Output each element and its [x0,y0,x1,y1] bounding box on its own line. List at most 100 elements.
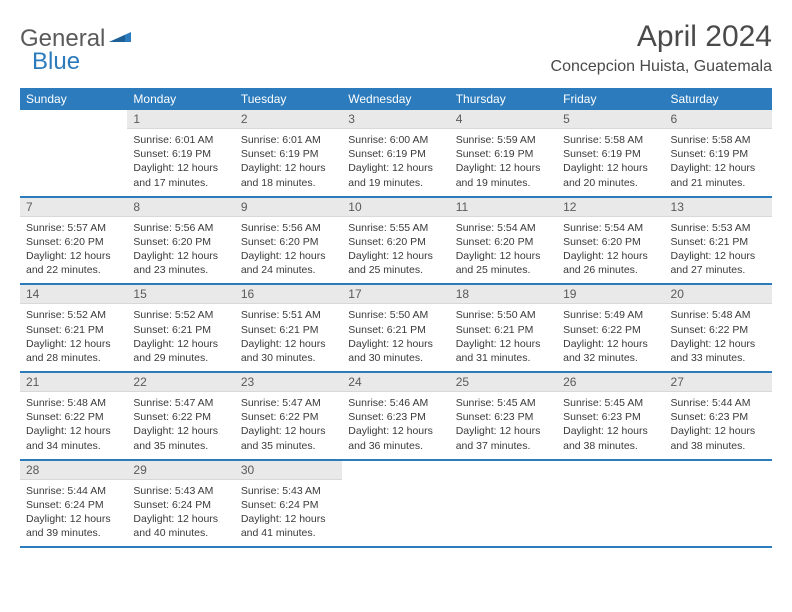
day-cell: 6Sunrise: 5:58 AMSunset: 6:19 PMDaylight… [665,110,772,196]
day-number: 3 [342,110,449,129]
day-number: 20 [665,285,772,304]
day-cell: 27Sunrise: 5:44 AMSunset: 6:23 PMDayligh… [665,372,772,459]
day-body: Sunrise: 5:43 AMSunset: 6:24 PMDaylight:… [127,480,234,547]
day-body: Sunrise: 5:47 AMSunset: 6:22 PMDaylight:… [235,392,342,459]
day-header: Sunday [20,88,127,110]
day-cell [342,460,449,547]
day-cell: 14Sunrise: 5:52 AMSunset: 6:21 PMDayligh… [20,284,127,371]
day-body: Sunrise: 5:56 AMSunset: 6:20 PMDaylight:… [235,217,342,284]
day-cell: 12Sunrise: 5:54 AMSunset: 6:20 PMDayligh… [557,197,664,284]
day-cell [665,460,772,547]
day-cell: 17Sunrise: 5:50 AMSunset: 6:21 PMDayligh… [342,284,449,371]
day-cell [450,460,557,547]
day-body: Sunrise: 5:57 AMSunset: 6:20 PMDaylight:… [20,217,127,284]
day-cell: 28Sunrise: 5:44 AMSunset: 6:24 PMDayligh… [20,460,127,547]
day-number: 16 [235,285,342,304]
day-cell: 29Sunrise: 5:43 AMSunset: 6:24 PMDayligh… [127,460,234,547]
week-row: 28Sunrise: 5:44 AMSunset: 6:24 PMDayligh… [20,460,772,547]
location-label: Concepcion Huista, Guatemala [551,58,772,76]
day-cell [20,110,127,196]
week-row: 14Sunrise: 5:52 AMSunset: 6:21 PMDayligh… [20,284,772,371]
day-body: Sunrise: 5:52 AMSunset: 6:21 PMDaylight:… [20,304,127,371]
title-block: April 2024 Concepcion Huista, Guatemala [551,20,772,76]
day-cell: 24Sunrise: 5:46 AMSunset: 6:23 PMDayligh… [342,372,449,459]
day-cell: 5Sunrise: 5:58 AMSunset: 6:19 PMDaylight… [557,110,664,196]
day-cell: 23Sunrise: 5:47 AMSunset: 6:22 PMDayligh… [235,372,342,459]
day-number: 5 [557,110,664,129]
logo-flag-icon [109,28,131,51]
week-separator [20,546,772,547]
day-number: 23 [235,373,342,392]
day-body: Sunrise: 5:51 AMSunset: 6:21 PMDaylight:… [235,304,342,371]
day-cell: 9Sunrise: 5:56 AMSunset: 6:20 PMDaylight… [235,197,342,284]
day-body: Sunrise: 5:59 AMSunset: 6:19 PMDaylight:… [450,129,557,196]
day-body: Sunrise: 5:45 AMSunset: 6:23 PMDaylight:… [557,392,664,459]
day-number: 27 [665,373,772,392]
day-body: Sunrise: 5:48 AMSunset: 6:22 PMDaylight:… [665,304,772,371]
day-header-row: SundayMondayTuesdayWednesdayThursdayFrid… [20,88,772,110]
logo-text-blue: Blue [32,48,80,75]
day-body: Sunrise: 5:58 AMSunset: 6:19 PMDaylight:… [665,129,772,196]
day-body: Sunrise: 5:54 AMSunset: 6:20 PMDaylight:… [450,217,557,284]
day-cell: 21Sunrise: 5:48 AMSunset: 6:22 PMDayligh… [20,372,127,459]
day-body: Sunrise: 5:46 AMSunset: 6:23 PMDaylight:… [342,392,449,459]
day-body: Sunrise: 5:50 AMSunset: 6:21 PMDaylight:… [342,304,449,371]
day-number: 13 [665,198,772,217]
day-cell: 22Sunrise: 5:47 AMSunset: 6:22 PMDayligh… [127,372,234,459]
day-number: 9 [235,198,342,217]
day-number: 4 [450,110,557,129]
day-cell: 19Sunrise: 5:49 AMSunset: 6:22 PMDayligh… [557,284,664,371]
day-header: Monday [127,88,234,110]
day-cell: 11Sunrise: 5:54 AMSunset: 6:20 PMDayligh… [450,197,557,284]
day-body: Sunrise: 5:47 AMSunset: 6:22 PMDaylight:… [127,392,234,459]
day-body: Sunrise: 5:43 AMSunset: 6:24 PMDaylight:… [235,480,342,547]
day-number: 14 [20,285,127,304]
day-cell: 30Sunrise: 5:43 AMSunset: 6:24 PMDayligh… [235,460,342,547]
day-cell: 15Sunrise: 5:52 AMSunset: 6:21 PMDayligh… [127,284,234,371]
day-number: 8 [127,198,234,217]
day-body: Sunrise: 5:44 AMSunset: 6:23 PMDaylight:… [665,392,772,459]
calendar-table: SundayMondayTuesdayWednesdayThursdayFrid… [20,88,772,548]
day-number: 12 [557,198,664,217]
day-cell: 8Sunrise: 5:56 AMSunset: 6:20 PMDaylight… [127,197,234,284]
day-cell: 25Sunrise: 5:45 AMSunset: 6:23 PMDayligh… [450,372,557,459]
week-row: 21Sunrise: 5:48 AMSunset: 6:22 PMDayligh… [20,372,772,459]
day-number: 30 [235,461,342,480]
day-body: Sunrise: 6:00 AMSunset: 6:19 PMDaylight:… [342,129,449,196]
day-cell: 1Sunrise: 6:01 AMSunset: 6:19 PMDaylight… [127,110,234,196]
day-body: Sunrise: 5:58 AMSunset: 6:19 PMDaylight:… [557,129,664,196]
day-body: Sunrise: 5:52 AMSunset: 6:21 PMDaylight:… [127,304,234,371]
month-title: April 2024 [551,20,772,54]
day-number: 17 [342,285,449,304]
day-cell: 2Sunrise: 6:01 AMSunset: 6:19 PMDaylight… [235,110,342,196]
day-body: Sunrise: 6:01 AMSunset: 6:19 PMDaylight:… [127,129,234,196]
day-number: 22 [127,373,234,392]
day-number: 1 [127,110,234,129]
day-body: Sunrise: 6:01 AMSunset: 6:19 PMDaylight:… [235,129,342,196]
day-header: Tuesday [235,88,342,110]
day-number: 18 [450,285,557,304]
header: General April 2024 Concepcion Huista, Gu… [20,20,772,76]
day-body: Sunrise: 5:48 AMSunset: 6:22 PMDaylight:… [20,392,127,459]
day-cell: 3Sunrise: 6:00 AMSunset: 6:19 PMDaylight… [342,110,449,196]
week-row: 7Sunrise: 5:57 AMSunset: 6:20 PMDaylight… [20,197,772,284]
day-number: 28 [20,461,127,480]
day-body: Sunrise: 5:45 AMSunset: 6:23 PMDaylight:… [450,392,557,459]
day-cell: 4Sunrise: 5:59 AMSunset: 6:19 PMDaylight… [450,110,557,196]
day-cell: 26Sunrise: 5:45 AMSunset: 6:23 PMDayligh… [557,372,664,459]
day-number: 6 [665,110,772,129]
calendar-page: General April 2024 Concepcion Huista, Gu… [0,0,792,558]
day-number: 10 [342,198,449,217]
day-body: Sunrise: 5:56 AMSunset: 6:20 PMDaylight:… [127,217,234,284]
day-number: 11 [450,198,557,217]
day-body: Sunrise: 5:49 AMSunset: 6:22 PMDaylight:… [557,304,664,371]
day-body: Sunrise: 5:50 AMSunset: 6:21 PMDaylight:… [450,304,557,371]
day-number: 26 [557,373,664,392]
day-cell: 16Sunrise: 5:51 AMSunset: 6:21 PMDayligh… [235,284,342,371]
day-header: Saturday [665,88,772,110]
day-cell: 18Sunrise: 5:50 AMSunset: 6:21 PMDayligh… [450,284,557,371]
day-cell [557,460,664,547]
week-row: 1Sunrise: 6:01 AMSunset: 6:19 PMDaylight… [20,110,772,196]
day-cell: 20Sunrise: 5:48 AMSunset: 6:22 PMDayligh… [665,284,772,371]
day-number: 21 [20,373,127,392]
